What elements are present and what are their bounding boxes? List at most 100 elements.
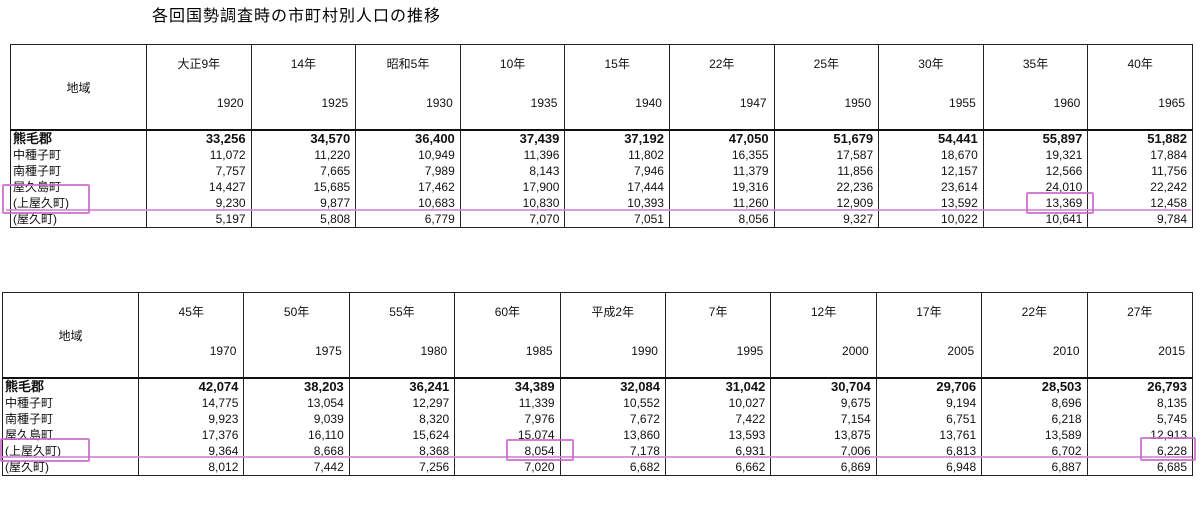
year-label: 1935 (530, 96, 558, 110)
population-cell: 12,909 (773, 195, 880, 211)
column-header: 14年 1925 (250, 44, 357, 131)
population-cell: 11,220 (250, 147, 357, 163)
population-cell: 13,369 (982, 195, 1089, 211)
population-cell: 10,027 (664, 395, 772, 411)
population-cell: 34,389 (454, 377, 561, 395)
table-row: 中種子町 14,775 13,054 12,297 11,339 10,552 10,027… (2, 395, 1194, 411)
population-cell: 15,624 (348, 427, 456, 443)
population-cell: 26,793 (1086, 377, 1194, 395)
highlighter-box (1026, 192, 1094, 214)
column-header: 12年 2000 (770, 292, 877, 379)
population-cell: 13,593 (664, 427, 772, 443)
row-name: (屋久町) (2, 459, 139, 476)
year-label: 1955 (949, 96, 976, 110)
table-row: (上屋久町) 9,364 8,668 8,368 8,054 7,178 6,931 7,00… (2, 443, 1194, 459)
population-cell: 32,084 (559, 377, 666, 395)
era-label: 22年 (1021, 305, 1047, 319)
population-cell: 16,110 (243, 427, 350, 443)
population-cell: 17,884 (1087, 147, 1193, 163)
era-label: 55年 (389, 305, 415, 319)
population-cell: 6,813 (875, 443, 983, 459)
population-cell: 7,672 (559, 411, 666, 427)
column-header: 30年 1955 (878, 44, 984, 131)
population-cell: 7,946 (564, 163, 670, 179)
era-label: 大正9年 (177, 57, 221, 71)
document-title: 各回国勢調査時の市町村別人口の推移 (152, 6, 442, 25)
table-row: 熊毛郡 42,074 38,203 36,241 34,389 32,084 31,042 3… (2, 377, 1194, 395)
population-cell: 13,761 (875, 427, 983, 443)
population-cell: 9,923 (137, 411, 245, 427)
population-cell: 10,949 (355, 147, 461, 163)
population-cell: 11,856 (773, 163, 880, 179)
column-header: 35年 1960 (982, 44, 1089, 131)
population-cell: 7,051 (564, 211, 670, 228)
era-label: 27年 (1127, 305, 1153, 319)
era-label: 15年 (604, 57, 630, 71)
population-cell: 6,751 (875, 411, 983, 427)
population-cell: 9,327 (773, 211, 880, 228)
population-cell: 17,444 (564, 179, 670, 195)
population-cell: 8,012 (137, 459, 245, 476)
column-header: 22年 1947 (668, 44, 775, 131)
year-label: 1925 (321, 96, 349, 110)
population-cell: 42,074 (137, 377, 245, 395)
highlighter-box (506, 439, 574, 461)
population-cell: 37,439 (459, 129, 566, 147)
population-cell: 37,192 (564, 129, 670, 147)
highlighter-box (2, 184, 90, 214)
column-header: 25年 1950 (773, 44, 880, 131)
population-cell: 51,679 (773, 129, 880, 147)
population-cell: 7,178 (559, 443, 666, 459)
population-cell: 7,989 (355, 163, 461, 179)
population-cell: 6,218 (981, 411, 1088, 427)
year-label: 2005 (947, 344, 975, 358)
population-cell: 6,779 (355, 211, 461, 228)
population-cell: 30,704 (770, 377, 877, 395)
population-cell: 54,441 (878, 129, 984, 147)
population-cell: 11,339 (454, 395, 561, 411)
era-label: 12年 (810, 305, 837, 319)
table-header: 地域 45年 1970 50年 1975 55年 1980 60年 1985 平成2年 1990 7年… (2, 292, 1194, 379)
year-label: 2015 (1158, 344, 1185, 358)
population-cell: 13,860 (559, 427, 666, 443)
population-cell: 5,197 (146, 211, 252, 228)
population-cell: 10,830 (459, 195, 566, 211)
population-cell: 13,875 (770, 427, 877, 443)
population-cell: 7,006 (770, 443, 877, 459)
year-label: 1960 (1053, 96, 1081, 110)
row-name: 熊毛郡 (2, 377, 139, 395)
year-label: 1940 (635, 96, 662, 110)
population-cell: 6,682 (559, 459, 666, 476)
population-cell: 36,400 (355, 129, 461, 147)
population-cell: 17,900 (459, 179, 566, 195)
population-cell: 8,320 (348, 411, 456, 427)
population-cell: 6,228 (1086, 443, 1194, 459)
population-cell: 14,427 (146, 179, 252, 195)
era-label: 25年 (813, 57, 840, 71)
table-header: 地域 大正9年 1920 14年 1925 昭和5年 1930 10年 1935 15年 1940 2… (10, 44, 1193, 131)
population-cell: 7,070 (459, 211, 566, 228)
population-cell: 5,745 (1086, 411, 1194, 427)
population-cell: 17,462 (355, 179, 461, 195)
population-cell: 10,641 (982, 211, 1089, 228)
population-cell: 19,321 (982, 147, 1089, 163)
header-row: 地域 45年 1970 50年 1975 55年 1980 60年 1985 平成2年 1990 7年… (2, 292, 1194, 379)
population-cell: 7,665 (250, 163, 357, 179)
era-label: 45年 (178, 305, 204, 319)
column-header: 40年 1965 (1087, 44, 1193, 131)
year-label: 1985 (525, 344, 553, 358)
year-label: 1990 (631, 344, 658, 358)
table-row: 南種子町 9,923 9,039 8,320 7,976 7,672 7,422 7,154 6… (2, 411, 1194, 427)
population-cell: 11,396 (459, 147, 566, 163)
column-header: 大正9年 1920 (146, 44, 252, 131)
table-row: (上屋久町) 9,230 9,877 10,683 10,830 10,393 11,260… (10, 195, 1193, 211)
table-row: (屋久町) 8,012 7,442 7,256 7,020 6,682 6,662 6,869… (2, 459, 1194, 476)
population-cell: 18,670 (878, 147, 984, 163)
table-body: 熊毛郡 42,074 38,203 36,241 34,389 32,084 31,042 3… (2, 377, 1194, 476)
column-header: 55年 1980 (348, 292, 456, 379)
era-label: 平成2年 (591, 305, 635, 319)
population-cell: 55,897 (982, 129, 1089, 147)
population-cell: 23,614 (878, 179, 984, 195)
year-label: 1950 (844, 96, 872, 110)
population-cell: 10,393 (564, 195, 670, 211)
